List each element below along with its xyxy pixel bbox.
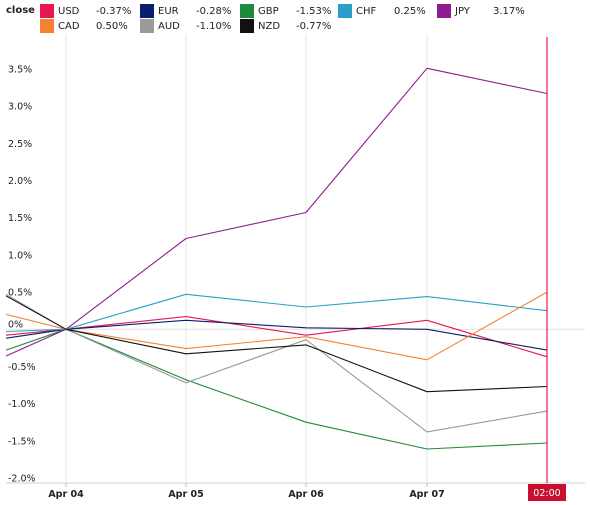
data-point-usd — [5, 334, 7, 336]
legend-currency-code: USD — [58, 6, 80, 17]
data-point-jpy — [185, 237, 187, 239]
legend-currency-code: EUR — [158, 6, 179, 17]
legend-item-nzd[interactable]: NZD -0.77% — [240, 19, 336, 35]
legend-title: close — [6, 5, 35, 16]
y-tick-label: -2.0% — [8, 474, 36, 485]
legend-swatch — [338, 4, 352, 18]
data-point-eur — [426, 328, 428, 330]
legend-change-value: -0.28% — [196, 6, 232, 17]
legend-item-jpy[interactable]: JPY 3.17% — [437, 4, 533, 20]
legend-currency-code: JPY — [455, 6, 470, 17]
legend-swatch — [140, 19, 154, 33]
y-tick-label: 1.5% — [8, 213, 32, 224]
y-tick-label: 3.0% — [8, 102, 32, 113]
legend-item-usd[interactable]: USD -0.37% — [40, 4, 136, 20]
data-point-cad — [5, 313, 7, 315]
data-point-nzd — [185, 353, 187, 355]
legend-currency-code: GBP — [258, 6, 279, 17]
data-point-nzd — [305, 344, 307, 346]
axis-labels: 3.5% 3.0% 2.5% 2.0% 1.5% 1.0% 0.5% 0% -0.5% -1.0%… — [8, 65, 445, 501]
legend-item-eur[interactable]: EUR -0.28% — [140, 4, 236, 20]
legend-currency-code: CHF — [356, 6, 377, 17]
y-tick-label: 3.5% — [8, 65, 32, 76]
data-point-aud — [185, 382, 187, 384]
legend-swatch — [40, 4, 54, 18]
x-tick-label: Apr 07 — [409, 489, 444, 500]
data-point-jpy — [426, 67, 428, 69]
legend-change-value: 0.50% — [96, 21, 128, 32]
legend-change-value: -0.77% — [296, 21, 332, 32]
data-point-jpy — [5, 355, 7, 357]
data-point-gbp — [185, 379, 187, 381]
y-tick-label: -1.0% — [8, 399, 36, 410]
data-point-aud — [426, 431, 428, 433]
data-point-eur — [185, 319, 187, 321]
series-line-cad[interactable] — [5, 291, 548, 361]
y-tick-label: -1.5% — [8, 436, 36, 447]
y-tick-label: 1.0% — [8, 250, 32, 261]
data-point-chf — [185, 293, 187, 295]
series-line-gbp[interactable] — [5, 328, 548, 450]
legend-change-value: 0.25% — [394, 6, 426, 17]
x-tick-label: Apr 05 — [168, 489, 203, 500]
legend-change-value: 3.17% — [493, 6, 525, 17]
data-point-chf — [305, 306, 307, 308]
legend-swatch — [437, 4, 451, 18]
legend-change-value: -0.37% — [96, 6, 132, 17]
legend-currency-code: AUD — [158, 21, 180, 32]
data-point-aud — [305, 339, 307, 341]
x-tick-label: Apr 06 — [288, 489, 324, 500]
time-cursor-label: 02:00 — [533, 488, 560, 499]
legend-swatch — [240, 19, 254, 33]
data-point-cad — [426, 359, 428, 361]
legend-item-cad[interactable]: CAD 0.50% — [40, 19, 136, 35]
legend-swatch — [140, 4, 154, 18]
data-point-usd — [185, 315, 187, 317]
y-tick-label: -0.5% — [8, 362, 36, 373]
series-lines — [5, 67, 548, 450]
legend-currency-code: CAD — [58, 21, 80, 32]
data-point-gbp — [5, 349, 7, 351]
y-tick-label: 2.0% — [8, 176, 32, 187]
legend-swatch — [240, 4, 254, 18]
y-tick-label: 0% — [8, 319, 23, 330]
time-cursor[interactable]: 02:00 — [528, 37, 566, 501]
legend-change-value: -1.53% — [296, 6, 332, 17]
data-point-nzd — [426, 391, 428, 393]
data-point-eur — [5, 337, 7, 339]
y-tick-label: 0.5% — [8, 288, 32, 299]
data-point-eur — [305, 327, 307, 329]
legend-item-aud[interactable]: AUD -1.10% — [140, 19, 236, 35]
data-point-usd — [426, 319, 428, 321]
data-point-chf — [426, 295, 428, 297]
series-line-eur[interactable] — [5, 319, 548, 351]
data-point-chf — [5, 330, 7, 332]
data-point-jpy — [305, 211, 307, 213]
legend-swatch — [40, 19, 54, 33]
y-tick-label: 2.5% — [8, 139, 32, 150]
series-line-chf[interactable] — [5, 293, 548, 333]
legend-item-gbp[interactable]: GBP -1.53% — [240, 4, 336, 20]
data-point-nzd — [5, 295, 7, 297]
series-line-jpy[interactable] — [5, 67, 548, 357]
legend-item-chf[interactable]: CHF 0.25% — [338, 4, 434, 20]
series-line-nzd[interactable] — [5, 295, 548, 393]
legend-change-value: -1.10% — [196, 21, 232, 32]
data-point-gbp — [426, 448, 428, 450]
data-point-nzd — [65, 328, 67, 330]
grid — [6, 34, 585, 487]
data-point-gbp — [305, 421, 307, 423]
legend-currency-code: NZD — [258, 21, 281, 32]
data-point-cad — [305, 336, 307, 338]
legend: close USD -0.37% EUR -0.28% GBP -1.53% CHF 0.25… — [0, 0, 590, 34]
data-point-cad — [185, 347, 187, 349]
time-cursor-badge[interactable] — [528, 484, 566, 501]
x-tick-label: Apr 04 — [48, 489, 84, 500]
